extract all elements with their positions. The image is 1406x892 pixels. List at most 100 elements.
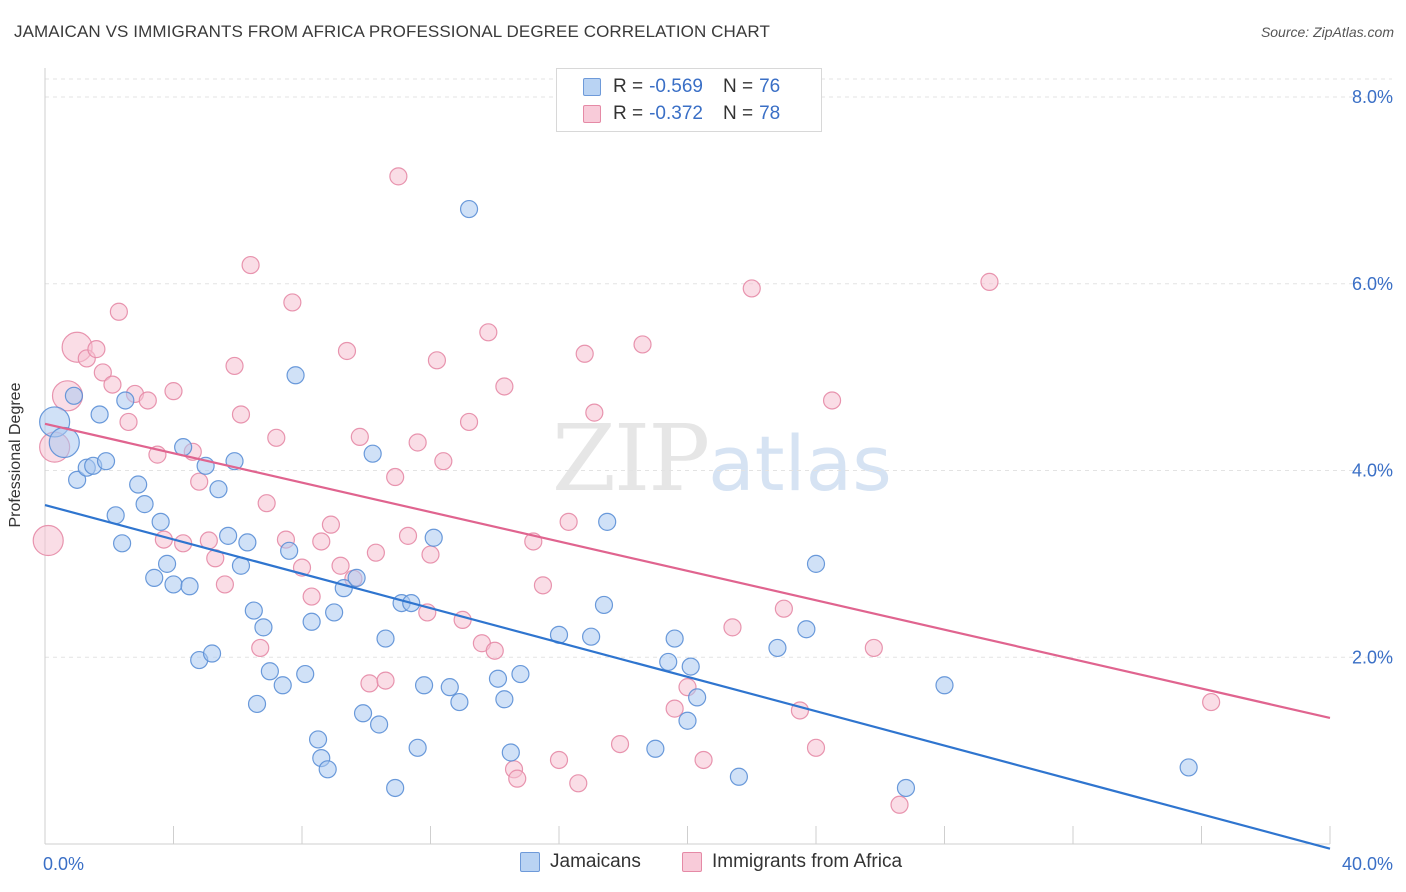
blue-points-layer [39, 199, 1198, 798]
blue-data-point [450, 692, 469, 712]
pink-data-point [190, 472, 209, 491]
pink-data-point [251, 638, 270, 658]
pink-data-point [434, 452, 453, 471]
blue-data-point [688, 688, 707, 707]
pink-data-point [154, 530, 173, 549]
y-tick-label: 8.0% [1352, 87, 1393, 107]
legend-swatch-jamaicans [520, 852, 540, 872]
blue-data-point [598, 512, 617, 531]
blue-data-point [594, 595, 614, 615]
pink-data-point [109, 302, 128, 321]
blue-data-point [145, 568, 164, 587]
blue-data-point [768, 638, 787, 658]
pink-data-point [215, 575, 234, 594]
blue-data-point [48, 426, 80, 459]
blue-data-point [325, 603, 344, 622]
watermark-atlas: atlas [708, 419, 892, 508]
blue-data-point [376, 629, 395, 648]
legend-row-jamaicans: R = -0.569 N = 76 [557, 73, 780, 101]
pink-data-point [164, 382, 183, 401]
chart-title: JAMAICAN VS IMMIGRANTS FROM AFRICA PROFE… [14, 22, 770, 41]
pink-data-point [479, 323, 498, 342]
pink-data-point [569, 774, 588, 793]
watermark: ZIPatlas [552, 405, 892, 512]
pink-data-point [742, 279, 761, 298]
source-label: Source: ZipAtlas.com [1260, 24, 1394, 40]
blue-data-point [280, 541, 299, 560]
pink-data-point [312, 532, 331, 551]
pink-data-point [485, 641, 504, 660]
pink-points-layer [32, 108, 1221, 814]
blue-data-point [678, 711, 697, 730]
pink-data-point [302, 587, 321, 606]
pink-data-point [980, 272, 999, 291]
pink-data-point [533, 576, 553, 595]
pink-data-point [585, 403, 604, 422]
pink-data-point [421, 545, 440, 564]
blue-data-point [273, 676, 292, 695]
legend-r-label: R = [613, 103, 644, 124]
blue-data-point [157, 554, 177, 573]
blue-data-point [440, 678, 459, 697]
legend-n-label: N = [722, 76, 754, 97]
blue-data-point [896, 778, 916, 798]
x-tick-label: 0.0% [43, 854, 84, 874]
y-axis-label-text: Professional Degree [7, 382, 24, 528]
blue-data-point [582, 627, 601, 646]
blue-data-point [511, 664, 530, 684]
pink-data-point [408, 433, 427, 452]
legend-r-value: -0.372 [649, 103, 703, 124]
pink-data-point [1202, 692, 1221, 712]
blue-data-point [646, 739, 665, 758]
blue-data-point [414, 676, 434, 695]
tick-labels-layer: 2.0% 4.0% 6.0% 8.0% 0.0% 40.0% [43, 87, 1393, 874]
blue-data-point [495, 690, 514, 709]
legend-n-label: N = [722, 103, 754, 124]
blue-data-point [797, 620, 816, 639]
blue-data-point [1179, 758, 1198, 777]
legend-swatch-blue [583, 78, 601, 96]
pink-data-point [231, 405, 251, 424]
legend-n-value: 78 [759, 103, 781, 124]
blue-data-point [219, 526, 238, 545]
pink-data-point [774, 599, 793, 618]
pink-data-point [350, 427, 369, 446]
pink-data-point [376, 671, 395, 690]
pink-data-point [337, 341, 357, 361]
pink-data-point [257, 494, 276, 513]
pink-data-point [267, 428, 286, 447]
blue-data-point [209, 480, 228, 499]
blue-data-point [302, 612, 321, 631]
legend-item-africa: Immigrants from Africa [682, 851, 902, 873]
blue-data-point [353, 704, 373, 723]
blue-data-point [129, 475, 148, 494]
pink-data-point [93, 363, 112, 382]
pink-data-point [331, 556, 350, 575]
pink-data-point [138, 391, 157, 410]
blue-data-point [296, 664, 315, 684]
blue-data-point [180, 577, 199, 596]
pink-trend-line [44, 422, 1331, 720]
x-tick-label: 40.0% [1342, 854, 1393, 874]
pink-data-point [633, 335, 652, 354]
legend-row-africa: R = -0.372 N = 78 [557, 100, 780, 128]
blue-data-point [247, 694, 267, 714]
pink-data-point [241, 255, 260, 275]
y-tick-label: 4.0% [1352, 461, 1393, 481]
pink-data-point [366, 543, 385, 562]
legend-n-value: 76 [759, 76, 781, 97]
blue-data-point [386, 778, 405, 798]
blue-data-point [501, 743, 520, 762]
pink-data-point [386, 467, 405, 487]
blue-data-point [459, 199, 479, 219]
watermark-zip: ZIP [552, 405, 710, 512]
correlation-legend: R = -0.569 N = 76 R = -0.372 N = 78 [556, 68, 822, 132]
legend-r-label: R = [613, 76, 644, 97]
legend-label-jamaicans: Jamaicans [550, 851, 641, 872]
blue-data-point [164, 575, 183, 594]
blue-data-point [135, 495, 154, 514]
blue-data-point [308, 730, 328, 749]
pink-data-point [822, 391, 842, 410]
blue-data-point [806, 554, 826, 573]
blue-data-point [238, 533, 257, 552]
